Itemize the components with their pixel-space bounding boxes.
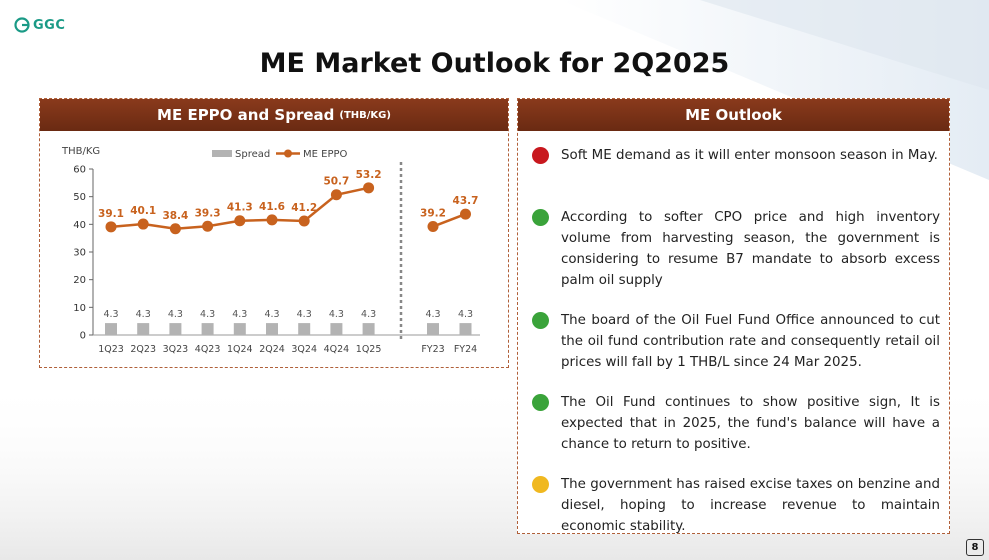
me-eppo-point	[234, 215, 246, 227]
status-dot-icon	[532, 476, 549, 493]
me-eppo-point	[266, 214, 278, 226]
status-dot-icon	[532, 312, 549, 329]
spread-bar	[330, 323, 343, 335]
outlook-panel-title: ME Outlook	[685, 106, 782, 124]
y-tick-label: 60	[73, 165, 86, 176]
y-axis-label: THB/KG	[61, 146, 100, 157]
chart-panel: ME EPPO and Spread (THB/KG) THB/KG 0 10 20 3…	[39, 98, 509, 368]
y-tick-label: 0	[80, 331, 86, 342]
x-tick-label: 4Q24	[324, 344, 350, 355]
me-eppo-point	[363, 182, 375, 194]
spread-label: 4.3	[458, 309, 473, 320]
me-eppo-point	[460, 208, 471, 220]
legend-spread-swatch	[212, 150, 232, 157]
page-number: 8	[966, 539, 984, 556]
spread-bar	[105, 323, 117, 335]
spread-bar	[427, 323, 439, 335]
me-eppo-label: 39.1	[98, 208, 124, 220]
me-eppo-point	[298, 215, 310, 227]
spread-bar	[266, 323, 278, 335]
chart-panel-unit: (THB/KG)	[339, 109, 391, 121]
spread-bar	[298, 323, 311, 335]
spread-bar	[362, 323, 375, 335]
me-eppo-label: 40.1	[130, 205, 156, 217]
spread-label: 4.3	[232, 309, 247, 320]
outlook-item: The board of the Oil Fuel Fund Office an…	[532, 310, 940, 373]
me-eppo-label: 53.2	[356, 169, 382, 181]
logo-icon	[14, 17, 30, 33]
page-title: ME Market Outlook for 2Q2025	[259, 48, 730, 79]
me-eppo-point	[202, 220, 214, 232]
spread-bar	[137, 323, 150, 335]
outlook-item: Soft ME demand as it will enter monsoon …	[532, 145, 940, 166]
spread-label: 4.3	[361, 309, 376, 320]
x-tick-label: 2Q24	[259, 344, 285, 355]
me-eppo-label: 41.2	[291, 202, 317, 214]
x-tick-label: 3Q23	[163, 344, 189, 355]
me-eppo-line	[432, 212, 466, 228]
me-eppo-point	[169, 223, 181, 235]
spread-bar	[459, 323, 472, 335]
outlook-panel-header: ME Outlook	[518, 99, 949, 131]
company-logo: GGC	[14, 14, 65, 36]
y-tick-label: 20	[73, 275, 86, 286]
logo-text: GGC	[33, 17, 66, 33]
legend-eppo-marker	[284, 149, 292, 158]
x-tick-label: FY23	[421, 344, 444, 355]
spread-label: 4.3	[136, 309, 151, 320]
legend-eppo-label: ME EPPO	[303, 149, 348, 160]
me-eppo-label: 41.3	[227, 202, 253, 214]
me-eppo-point	[137, 218, 149, 230]
me-eppo-point	[330, 189, 342, 201]
status-dot-icon	[532, 147, 549, 164]
me-eppo-label: 50.7	[323, 176, 349, 188]
outlook-item: According to softer CPO price and high i…	[532, 207, 940, 291]
outlook-item: The Oil Fund continues to show positive …	[532, 392, 940, 455]
chart-panel-header: ME EPPO and Spread (THB/KG)	[40, 99, 508, 131]
spread-label: 4.3	[200, 309, 215, 320]
x-tick-label: 2Q23	[130, 344, 156, 355]
outlook-item-text: The board of the Oil Fuel Fund Office an…	[561, 313, 940, 370]
x-tick-label: FY24	[454, 344, 477, 355]
y-tick-label: 40	[73, 220, 86, 231]
me-eppo-label: 43.7	[453, 195, 479, 207]
spread-bar	[201, 323, 214, 335]
legend-spread-label: Spread	[235, 149, 270, 160]
outlook-panel: ME Outlook Soft ME demand as it will ent…	[517, 98, 950, 534]
x-tick-label: 1Q24	[227, 344, 253, 355]
me-eppo-label: 38.4	[162, 210, 188, 222]
outlook-item: The government has raised excise taxes o…	[532, 474, 940, 537]
x-tick-label: 3Q24	[291, 344, 317, 355]
x-tick-label: 1Q23	[98, 344, 124, 355]
me-eppo-point	[427, 221, 439, 233]
me-eppo-point	[105, 221, 117, 233]
spread-bar	[169, 323, 182, 335]
status-dot-icon	[532, 209, 549, 226]
spread-label: 4.3	[425, 309, 440, 320]
outlook-item-text: According to softer CPO price and high i…	[561, 210, 940, 288]
x-tick-label: 4Q23	[195, 344, 221, 355]
me-eppo-label: 39.3	[195, 207, 221, 219]
me-eppo-label: 41.6	[259, 201, 285, 213]
outlook-item-text: The government has raised excise taxes o…	[561, 477, 940, 534]
spread-bar	[233, 323, 246, 335]
status-dot-icon	[532, 394, 549, 411]
spread-label: 4.3	[329, 309, 344, 320]
y-tick-label: 10	[73, 303, 86, 314]
spread-label: 4.3	[297, 309, 312, 320]
me-eppo-label: 39.2	[420, 208, 446, 220]
spread-label: 4.3	[103, 309, 118, 320]
outlook-item-text: The Oil Fund continues to show positive …	[561, 395, 940, 452]
spread-label: 4.3	[168, 309, 183, 320]
spread-label: 4.3	[264, 309, 279, 320]
eppo-spread-chart: THB/KG 0 10 20 30 40 50 60 4.3 4.3 4.3 4.3 4.3 4.3 4.3…	[61, 146, 480, 355]
chart-panel-title: ME EPPO and Spread	[157, 106, 335, 124]
outlook-item-text: Soft ME demand as it will enter monsoon …	[561, 148, 938, 163]
x-tick-label: 1Q25	[356, 344, 382, 355]
y-tick-label: 30	[73, 248, 86, 259]
y-tick-label: 50	[73, 192, 86, 203]
